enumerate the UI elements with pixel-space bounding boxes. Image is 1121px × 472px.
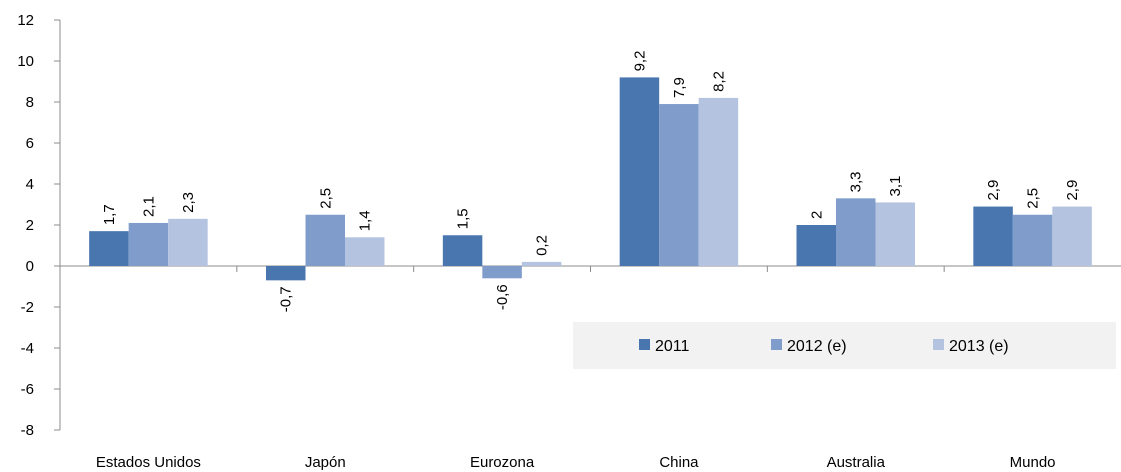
bar [442,235,483,266]
axes: -8 -6 -4 -2 0 2 4 6 8 10 12 Estados Unidos Japón Euro… [17,12,1121,471]
y-tick-label: -6 [21,381,34,398]
x-category-label: Japón [305,454,346,471]
bar [796,225,836,266]
bar [836,198,876,266]
data-label: 3,1 [887,176,904,197]
y-tick-label: 6 [26,135,34,152]
y-tick-label: -2 [21,299,34,316]
data-label: 1,4 [357,210,374,231]
data-label: 2 [808,211,825,219]
y-tick-label: 12 [17,12,34,29]
data-label: 2,1 [140,196,157,217]
bar [305,214,345,266]
x-category-label: Mundo [1010,454,1056,471]
data-label: 0,2 [534,235,551,256]
legend-swatch [933,339,944,350]
y-tick-label: -8 [21,422,34,439]
bar [973,206,1013,266]
bar [266,266,306,281]
y-tick-label: 8 [26,94,34,111]
data-label: 1,7 [101,204,118,225]
y-tick-label: 10 [17,53,34,70]
data-label: 2,9 [985,180,1002,201]
legend: 2011 2012 (e) 2013 (e) [573,322,1116,369]
data-label: 7,9 [671,77,688,98]
y-tick-label: 2 [26,217,34,234]
data-label: 1,5 [455,208,472,229]
bar [698,97,739,267]
data-label: 3,3 [848,171,865,192]
bars [89,77,1092,281]
y-tick-label: -4 [21,340,34,357]
x-category-label: China [659,454,699,471]
legend-label: 2012 (e) [787,338,847,355]
bar [1012,214,1053,266]
y-tick-label: 0 [26,258,34,275]
data-label: -0,6 [494,284,511,310]
bar [619,77,660,267]
data-label: 2,9 [1064,180,1081,201]
x-category-label: Australia [827,454,886,471]
bar [89,231,129,266]
x-category-label: Estados Unidos [96,454,201,471]
legend-label: 2013 (e) [949,338,1009,355]
bar [168,218,208,266]
legend-background [573,322,1116,369]
bar [1052,206,1092,266]
data-labels: 1,7 2,1 2,3 -0,7 2,5 1,4 1,5 -0,6 0,2 9,2 7,9 8,2 2 3… [101,51,1081,313]
bar [521,261,562,266]
legend-swatch [771,339,782,350]
data-label: 2,5 [317,188,334,209]
legend-swatch [639,339,650,350]
bar [875,202,915,266]
bar [482,266,522,279]
bar [345,237,385,266]
x-category-label: Eurozona [470,454,535,471]
bar [128,222,169,266]
legend-label: 2011 [655,338,690,355]
bar [659,104,699,266]
data-label: 9,2 [631,51,648,72]
y-tick-label: 4 [26,176,34,193]
data-label: -0,7 [278,286,295,312]
data-label: 2,3 [180,192,197,213]
data-label: 2,5 [1025,188,1042,209]
data-label: 8,2 [710,71,727,92]
